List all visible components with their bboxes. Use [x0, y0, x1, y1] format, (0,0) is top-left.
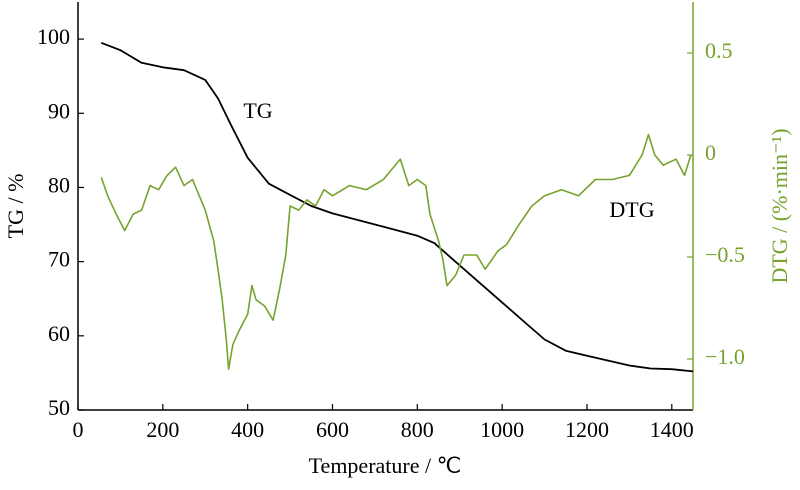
y-axis-label: TG / % [3, 174, 28, 239]
y-tick-label: 60 [48, 321, 70, 346]
series-line [100, 41, 694, 373]
x-tick-label: 600 [316, 417, 349, 442]
y-tick-label: 70 [48, 247, 70, 272]
y2-axis-label: DTG / (%·min⁻¹) [767, 128, 792, 283]
y2-tick-label: 0.5 [705, 38, 733, 63]
series-line [100, 133, 692, 370]
x-tick-label: 1000 [480, 417, 524, 442]
annotation: TG [243, 98, 272, 123]
y2-tick-label: −0.5 [705, 242, 745, 267]
x-axis-label: Temperature / ℃ [309, 453, 462, 478]
y-tick-label: 80 [48, 173, 70, 198]
x-tick-label: 0 [73, 417, 84, 442]
y2-tick-label: 0 [705, 140, 716, 165]
annotation: DTG [609, 197, 654, 222]
x-tick-label: 1400 [650, 417, 694, 442]
x-tick-label: 200 [146, 417, 179, 442]
x-tick-label: 1200 [565, 417, 609, 442]
x-tick-label: 800 [401, 417, 434, 442]
y-tick-label: 100 [37, 24, 70, 49]
x-tick-label: 400 [231, 417, 264, 442]
y-tick-label: 90 [48, 98, 70, 123]
y2-tick-label: −1.0 [705, 344, 745, 369]
y-tick-label: 50 [48, 395, 70, 420]
